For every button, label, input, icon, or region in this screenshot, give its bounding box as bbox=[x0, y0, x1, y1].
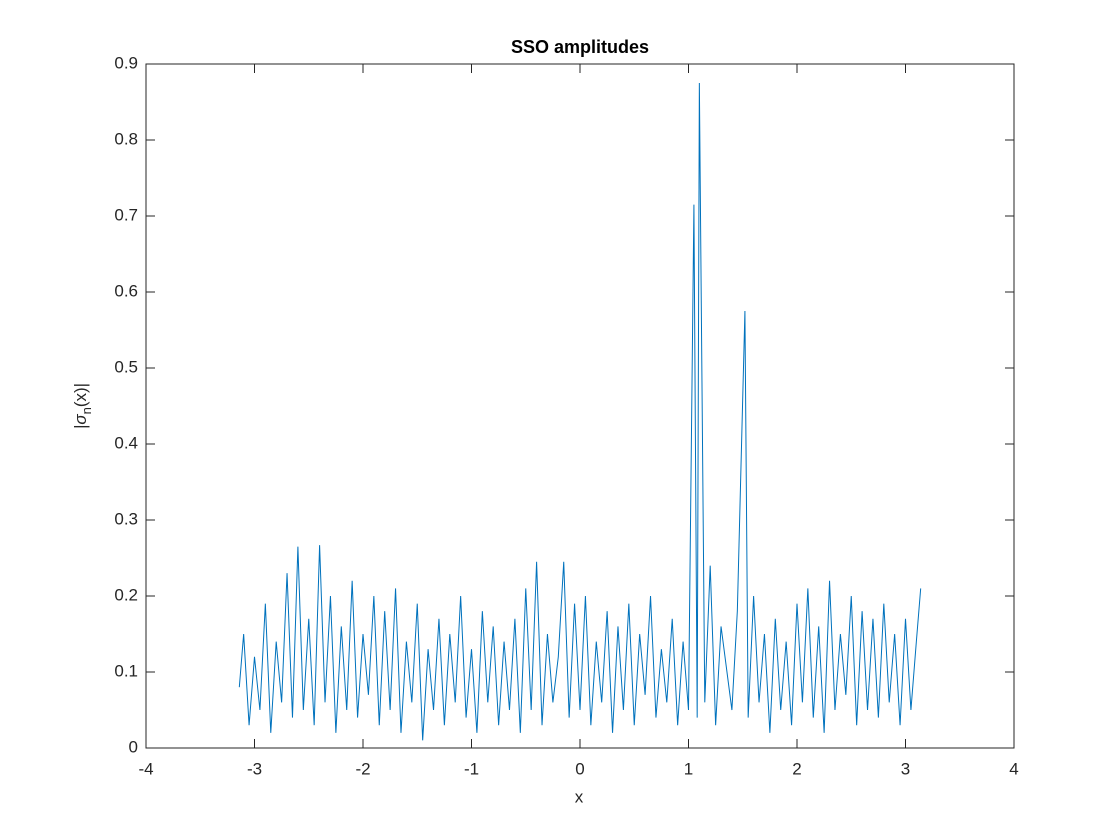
y-tick-label: 0.9 bbox=[114, 53, 138, 72]
y-label-main: |σ bbox=[71, 414, 90, 429]
x-tick-label: -3 bbox=[247, 759, 262, 778]
x-tick-label: 0 bbox=[575, 759, 584, 778]
y-tick-label: 0.4 bbox=[114, 433, 138, 452]
x-tick-label: 1 bbox=[684, 759, 693, 778]
data-line bbox=[238, 82, 922, 741]
x-tick-label: -4 bbox=[138, 759, 153, 778]
x-tick-label: -1 bbox=[464, 759, 479, 778]
y-tick-label: 0.6 bbox=[114, 281, 138, 300]
y-tick-label: 0.7 bbox=[114, 205, 138, 224]
chart-title: SSO amplitudes bbox=[511, 37, 649, 57]
y-tick-label: 0.8 bbox=[114, 129, 138, 148]
y-tick-label: 0.1 bbox=[114, 661, 138, 680]
y-tick-label: 0.5 bbox=[114, 357, 138, 376]
y-label-subscript: n bbox=[79, 407, 94, 414]
y-tick-label: 0 bbox=[129, 737, 138, 756]
y-tick-label: 0.2 bbox=[114, 585, 138, 604]
x-tick-label: 2 bbox=[792, 759, 801, 778]
x-axis-label: x bbox=[575, 787, 584, 806]
y-label-tail: (x)| bbox=[71, 383, 90, 407]
y-tick-label: 0.3 bbox=[114, 509, 138, 528]
x-tick-label: 4 bbox=[1009, 759, 1018, 778]
x-tick-label: -2 bbox=[355, 759, 370, 778]
y-axis-label: |σn(x)| bbox=[71, 383, 94, 429]
x-tick-label: 3 bbox=[901, 759, 910, 778]
